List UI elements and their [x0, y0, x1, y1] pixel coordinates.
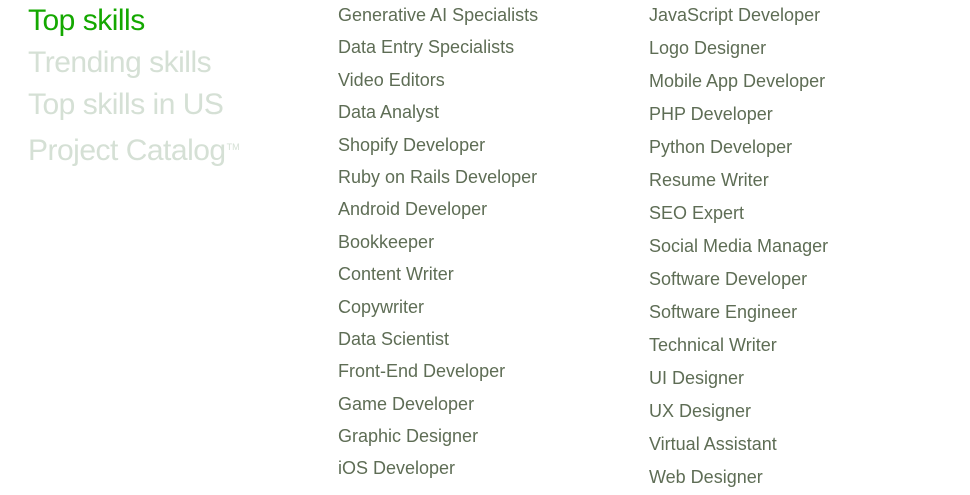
list-item: Software Engineer	[649, 297, 828, 330]
tab-trending-skills[interactable]: Trending skills	[28, 42, 308, 84]
list-item: Technical Writer	[649, 330, 828, 363]
list-item: Game Developer	[338, 389, 538, 421]
list-item: iOS Developer	[338, 453, 538, 485]
list-item: SEO Expert	[649, 198, 828, 231]
skill-link-front-end-developer[interactable]: Front-End Developer	[338, 361, 506, 382]
skill-link-mobile-app-developer[interactable]: Mobile App Developer	[649, 71, 826, 91]
skills-list-column-1: Generative AI Specialists Data Entry Spe…	[338, 0, 538, 486]
skill-link-copywriter[interactable]: Copywriter	[338, 296, 425, 317]
skill-link-logo-designer[interactable]: Logo Designer	[649, 38, 767, 58]
list-item: Shopify Developer	[338, 130, 538, 162]
skill-link-javascript-developer[interactable]: JavaScript Developer	[649, 5, 821, 25]
list-item: Android Developer	[338, 194, 538, 226]
list-item: Graphic Designer	[338, 421, 538, 453]
skill-link-software-engineer[interactable]: Software Engineer	[649, 302, 798, 322]
skill-link-python-developer[interactable]: Python Developer	[649, 137, 793, 157]
tab-top-skills-label: Top skills	[28, 4, 145, 37]
list-item: Resume Writer	[649, 165, 828, 198]
list-item: Data Entry Specialists	[338, 32, 538, 64]
list-item: Python Developer	[649, 132, 828, 165]
list-item: UX Designer	[649, 396, 828, 429]
skills-category-tabs: Top skills Trending skills Top skills in…	[28, 0, 308, 172]
tab-project-catalog[interactable]: Project CatalogTM	[28, 126, 308, 172]
skill-link-graphic-designer[interactable]: Graphic Designer	[338, 426, 479, 447]
skills-list-column-2: JavaScript Developer Logo Designer Mobil…	[649, 0, 828, 495]
skill-link-game-developer[interactable]: Game Developer	[338, 393, 475, 414]
skill-link-data-analyst[interactable]: Data Analyst	[338, 102, 440, 123]
list-item: PHP Developer	[649, 99, 828, 132]
skill-link-shopify-developer[interactable]: Shopify Developer	[338, 134, 486, 155]
skill-link-seo-expert[interactable]: SEO Expert	[649, 203, 745, 223]
tab-top-skills-in-us[interactable]: Top skills in US	[28, 84, 308, 126]
skill-link-android-developer[interactable]: Android Developer	[338, 199, 488, 220]
list-item: Generative AI Specialists	[338, 0, 538, 32]
list-item: Mobile App Developer	[649, 66, 828, 99]
tab-top-skills[interactable]: Top skills	[28, 0, 308, 42]
list-item: Software Developer	[649, 264, 828, 297]
skill-link-content-writer[interactable]: Content Writer	[338, 264, 454, 285]
tab-top-skills-in-us-label: Top skills in US	[28, 88, 224, 121]
skill-link-data-entry-specialists[interactable]: Data Entry Specialists	[338, 37, 515, 58]
list-item: Social Media Manager	[649, 231, 828, 264]
list-item: Video Editors	[338, 65, 538, 97]
tab-trending-skills-label: Trending skills	[28, 46, 212, 79]
skill-link-web-designer[interactable]: Web Designer	[649, 467, 763, 487]
list-item: JavaScript Developer	[649, 0, 828, 33]
list-item: Front-End Developer	[338, 356, 538, 388]
skill-link-video-editors[interactable]: Video Editors	[338, 69, 445, 90]
skill-link-ios-developer[interactable]: iOS Developer	[338, 458, 456, 479]
list-item: Data Analyst	[338, 97, 538, 129]
skill-link-data-scientist[interactable]: Data Scientist	[338, 328, 450, 349]
list-item: Ruby on Rails Developer	[338, 162, 538, 194]
trademark-suffix: TM	[226, 142, 240, 152]
list-item: Data Scientist	[338, 324, 538, 356]
list-item: Copywriter	[338, 292, 538, 324]
list-item: UI Designer	[649, 363, 828, 396]
list-item: Virtual Assistant	[649, 429, 828, 462]
skill-link-php-developer[interactable]: PHP Developer	[649, 104, 773, 124]
list-item: Logo Designer	[649, 33, 828, 66]
skill-link-ui-designer[interactable]: UI Designer	[649, 368, 745, 388]
skill-link-software-developer[interactable]: Software Developer	[649, 269, 808, 289]
list-item: Bookkeeper	[338, 227, 538, 259]
skill-link-bookkeeper[interactable]: Bookkeeper	[338, 231, 435, 252]
skill-link-ux-designer[interactable]: UX Designer	[649, 401, 752, 421]
list-item: Content Writer	[338, 259, 538, 291]
skill-link-virtual-assistant[interactable]: Virtual Assistant	[649, 434, 777, 454]
skill-link-resume-writer[interactable]: Resume Writer	[649, 170, 769, 190]
skill-link-social-media-manager[interactable]: Social Media Manager	[649, 236, 829, 256]
skill-link-generative-ai-specialists[interactable]: Generative AI Specialists	[338, 5, 539, 25]
skill-link-technical-writer[interactable]: Technical Writer	[649, 335, 777, 355]
tab-project-catalog-label: Project Catalog	[28, 134, 226, 167]
skill-link-ruby-on-rails-developer[interactable]: Ruby on Rails Developer	[338, 166, 538, 187]
list-item: Web Designer	[649, 462, 828, 495]
